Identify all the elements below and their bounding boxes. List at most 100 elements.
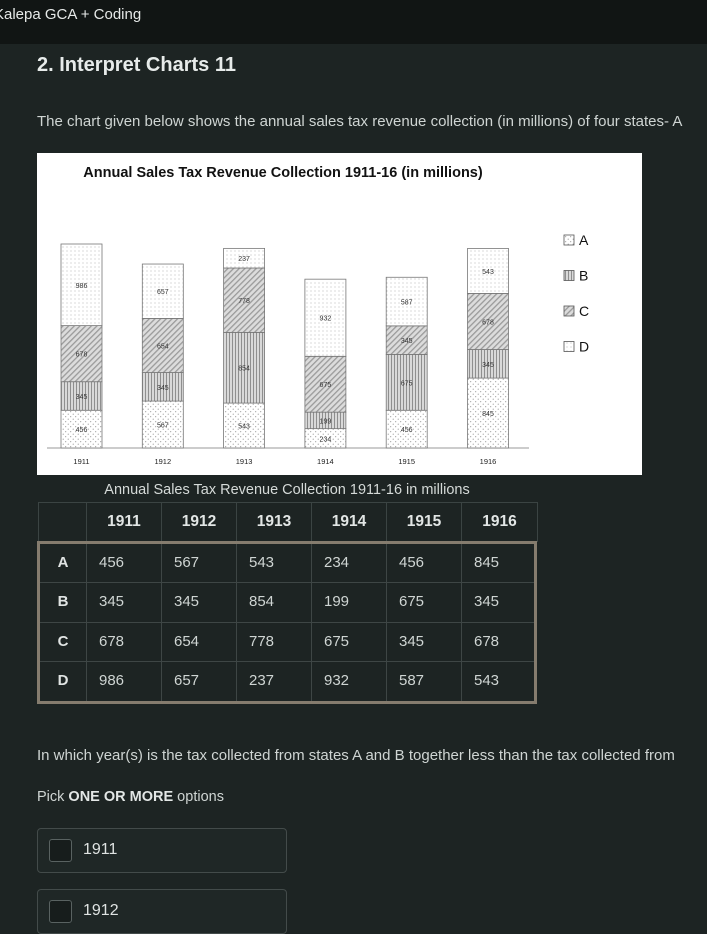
row-header: B	[40, 583, 87, 622]
data-label: 986	[76, 283, 88, 290]
legend-swatch-b	[563, 270, 575, 281]
data-label: 675	[401, 380, 413, 387]
bar-segment-d-1914	[304, 278, 347, 357]
data-label: 345	[482, 362, 494, 369]
table-cell: 345	[162, 583, 237, 622]
x-tick-label: 1915	[398, 457, 415, 466]
table-cell: 678	[474, 632, 500, 650]
header-cell: 1915	[387, 503, 462, 541]
bar-segment-a-1912	[141, 400, 184, 449]
row-header: A	[40, 544, 87, 583]
stacked-bar-chart: Annual Sales Tax Revenue Collection 1911…	[47, 165, 589, 466]
data-label: 587	[401, 300, 413, 307]
table-cell: 456	[387, 544, 462, 583]
bar-segment-d-1912	[141, 263, 184, 319]
bar-segment-c-1915	[385, 325, 428, 355]
bar-segment-d-1915	[385, 276, 428, 327]
table-cell: 345	[474, 593, 500, 611]
table-cell: 587	[387, 661, 462, 701]
table-cell: 345	[87, 583, 162, 622]
question-prompt: In which year(s) is the tax collected fr…	[37, 747, 675, 764]
data-label: 678	[482, 319, 494, 326]
table-cell: 543	[237, 544, 312, 583]
data-label: 657	[157, 289, 169, 296]
data-label: 237	[238, 256, 250, 263]
data-label: 845	[482, 411, 494, 418]
data-label: 932	[320, 316, 332, 323]
data-label: 654	[157, 343, 169, 350]
table-cell: 234	[312, 544, 387, 583]
data-label: 456	[401, 427, 413, 434]
question-title: 2. Interpret Charts 11	[37, 54, 236, 76]
bar-segment-c-1913	[223, 267, 266, 333]
table-row: A 456 567 543 234 456 845	[40, 544, 534, 584]
table-cell: 678	[87, 622, 162, 661]
legend-swatch-a	[563, 234, 575, 246]
data-label: 543	[482, 269, 494, 276]
window-title: Kalepa GCA + Coding	[0, 6, 142, 23]
table-cell: 854	[237, 583, 312, 622]
table-cell: 932	[312, 661, 387, 701]
legend-swatch-c	[563, 305, 575, 317]
data-label: 199	[320, 418, 332, 425]
table-cell: 675	[312, 622, 387, 661]
option-1911[interactable]: 1911	[37, 828, 287, 873]
x-tick-label: 1913	[236, 457, 253, 466]
table-cell: 654	[162, 622, 237, 661]
header-cell: 1913	[237, 503, 312, 541]
chart-title: Annual Sales Tax Revenue Collection 1911…	[83, 165, 483, 181]
chart-legend: A B C D	[563, 232, 589, 355]
bar-segment-c-1912	[141, 317, 184, 373]
row-header: D	[40, 661, 87, 701]
x-tick-label: 1916	[480, 457, 497, 466]
option-1912[interactable]: 1912	[37, 889, 287, 934]
legend-label: D	[579, 339, 589, 355]
header-cell: 1914	[312, 503, 387, 541]
header-cell: 1911	[87, 503, 162, 541]
x-tick-label: 1911	[73, 457, 89, 466]
bar-segment-a-1911	[60, 409, 103, 449]
bar-segment-b-1912	[141, 372, 184, 402]
data-label: 543	[238, 424, 250, 431]
chart-panel: Annual Sales Tax Revenue Collection 1911…	[37, 153, 642, 475]
table-cell: 345	[387, 622, 462, 661]
option-label: 1911	[83, 841, 118, 858]
data-label: 345	[401, 338, 413, 345]
x-tick-labels: 1911 1912 1913 1914 1915 1916	[73, 457, 496, 466]
data-label: 234	[320, 436, 332, 443]
pick-emphasis: ONE OR MORE	[68, 789, 174, 805]
table-header-row: 1911 1912 1913 1914 1915 1916	[38, 502, 538, 542]
data-label: 854	[238, 366, 250, 373]
data-label: 345	[157, 385, 169, 392]
table-cell: 986	[87, 661, 162, 701]
data-label: 778	[238, 298, 250, 305]
option-checkbox[interactable]	[49, 839, 72, 862]
legend-label: C	[579, 303, 589, 319]
table-cell: 567	[162, 544, 237, 583]
bar-segment-b-1911	[60, 381, 103, 411]
bar-segment-d-1913	[223, 247, 266, 269]
legend-swatch-d	[563, 341, 575, 352]
header-cell: 1916	[482, 513, 517, 530]
row-header: C	[40, 622, 87, 661]
top-bar: Kalepa GCA + Coding	[0, 0, 707, 44]
data-label: 567	[157, 423, 169, 430]
table-caption: Annual Sales Tax Revenue Collection 1911…	[104, 482, 470, 498]
bar-segment-b-1913	[223, 331, 266, 404]
bar-segment-d-1911	[60, 243, 103, 326]
header-cell	[39, 503, 87, 541]
data-label: 675	[320, 382, 332, 389]
table-cell: 237	[237, 661, 312, 701]
option-checkbox[interactable]	[49, 900, 72, 923]
legend-label: A	[579, 232, 589, 248]
data-label: 345	[76, 394, 88, 401]
bar-segment-a-1913	[223, 402, 266, 449]
question-intro: The chart given below shows the annual s…	[37, 113, 683, 130]
table-cell: 543	[474, 671, 500, 689]
pick-prefix: Pick	[37, 789, 69, 805]
bar-segment-c-1916	[467, 293, 509, 350]
x-tick-label: 1914	[317, 457, 334, 466]
table-cell: 845	[474, 554, 500, 571]
legend-label: B	[579, 268, 588, 284]
data-label: 456	[76, 427, 88, 434]
